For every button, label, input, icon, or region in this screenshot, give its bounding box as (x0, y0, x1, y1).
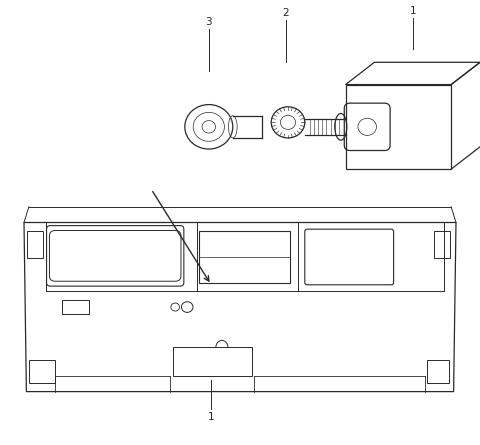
Bar (27, 231, 43, 258)
Text: 1: 1 (208, 412, 215, 421)
Text: 1: 1 (409, 6, 416, 16)
Bar (62, 300, 89, 314)
Bar (434, 231, 450, 258)
Text: 2: 2 (282, 8, 289, 18)
Bar (173, 347, 252, 376)
Bar (427, 360, 449, 383)
Bar (199, 231, 290, 283)
Text: 3: 3 (205, 17, 212, 27)
Bar (29, 360, 55, 383)
